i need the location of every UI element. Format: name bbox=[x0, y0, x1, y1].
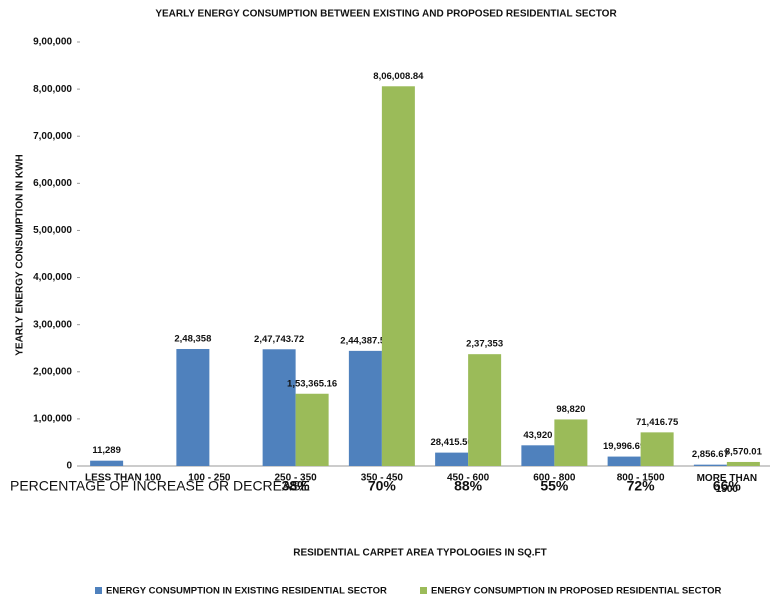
x-tick-label: LESS THAN 100 bbox=[85, 473, 162, 484]
y-tick-label: 8,00,000 bbox=[33, 84, 72, 95]
data-label: 43,920 bbox=[523, 430, 552, 441]
y-tick-label: 0 bbox=[66, 461, 72, 472]
bar bbox=[348, 350, 382, 466]
bar bbox=[726, 461, 760, 466]
x-tick-label: 450 - 600 bbox=[447, 473, 490, 484]
data-label: 2,47,743.72 bbox=[254, 334, 304, 345]
y-tick-label: 2,00,000 bbox=[33, 366, 72, 377]
percentage-label: 55% bbox=[540, 478, 569, 494]
percentage-title: PERCENTAGE OF INCREASE OR DECREASE bbox=[10, 478, 310, 494]
data-label: 2,44,387.52 bbox=[340, 335, 390, 346]
legend-label: ENERGY CONSUMPTION IN EXISTING RESIDENTI… bbox=[106, 586, 387, 597]
data-label: 2,48,358 bbox=[174, 334, 211, 345]
y-tick-label: 9,00,000 bbox=[33, 37, 72, 48]
bar bbox=[693, 464, 727, 466]
x-tick-label: 100 - 250 bbox=[188, 473, 231, 484]
x-tick-label: 800 - 1500 bbox=[617, 473, 665, 484]
data-label: 11,289 bbox=[92, 445, 121, 456]
bar bbox=[554, 419, 588, 466]
bar bbox=[468, 354, 502, 466]
x-tick-label: 250 - 350 bbox=[274, 473, 317, 484]
percentage-label: 70% bbox=[368, 478, 397, 494]
y-tick-label: 4,00,000 bbox=[33, 272, 72, 283]
percentage-label: 88% bbox=[454, 478, 483, 494]
y-axis-label: YEARLY ENERGY CONSUMPTION IN KWH bbox=[15, 154, 26, 356]
y-tick-label: 5,00,000 bbox=[33, 225, 72, 236]
y-tick-label: 3,00,000 bbox=[33, 319, 72, 330]
data-label: 71,416.75 bbox=[636, 417, 679, 428]
x-tick-label-line: 1500 bbox=[716, 484, 739, 495]
bar bbox=[435, 452, 469, 466]
y-tick-label: 1,00,000 bbox=[33, 414, 72, 425]
chart-title: YEARLY ENERGY CONSUMPTION BETWEEN EXISTI… bbox=[155, 9, 617, 20]
data-label: 8,570.01 bbox=[725, 446, 763, 457]
data-label: 2,856.67 bbox=[692, 449, 729, 460]
y-tick-label: 6,00,000 bbox=[33, 178, 72, 189]
x-tick-label: MORE THAN 1500 bbox=[697, 473, 758, 495]
data-label: 8,06,008.84 bbox=[373, 71, 424, 82]
bar bbox=[176, 348, 210, 466]
bar bbox=[295, 393, 329, 466]
percentage-label: 72% bbox=[627, 478, 656, 494]
bar bbox=[521, 445, 555, 466]
data-label: 98,820 bbox=[556, 404, 585, 415]
bar bbox=[607, 456, 641, 466]
bar bbox=[381, 86, 415, 467]
bar bbox=[90, 460, 124, 466]
data-label: 19,996.69 bbox=[603, 441, 645, 452]
bar bbox=[262, 349, 296, 466]
x-tick-label: 600 - 800 bbox=[533, 473, 576, 484]
percentage-label: 38% bbox=[282, 478, 311, 494]
legend-swatch bbox=[420, 587, 427, 594]
x-axis-label: RESIDENTIAL CARPET AREA TYPOLOGIES IN SQ… bbox=[293, 548, 547, 559]
legend-swatch bbox=[95, 587, 102, 594]
data-label: 1,53,365.16 bbox=[287, 378, 337, 389]
data-label: 2,37,353 bbox=[466, 339, 503, 350]
x-tick-label-line: MORE THAN bbox=[697, 473, 758, 484]
data-label: 28,415.50 bbox=[430, 437, 472, 448]
bar bbox=[640, 432, 674, 466]
y-tick-label: 7,00,000 bbox=[33, 131, 72, 142]
percentage-label: 66% bbox=[713, 478, 742, 494]
x-tick-label: 350 - 450 bbox=[361, 473, 404, 484]
legend-label: ENERGY CONSUMPTION IN PROPOSED RESIDENTI… bbox=[431, 586, 721, 597]
